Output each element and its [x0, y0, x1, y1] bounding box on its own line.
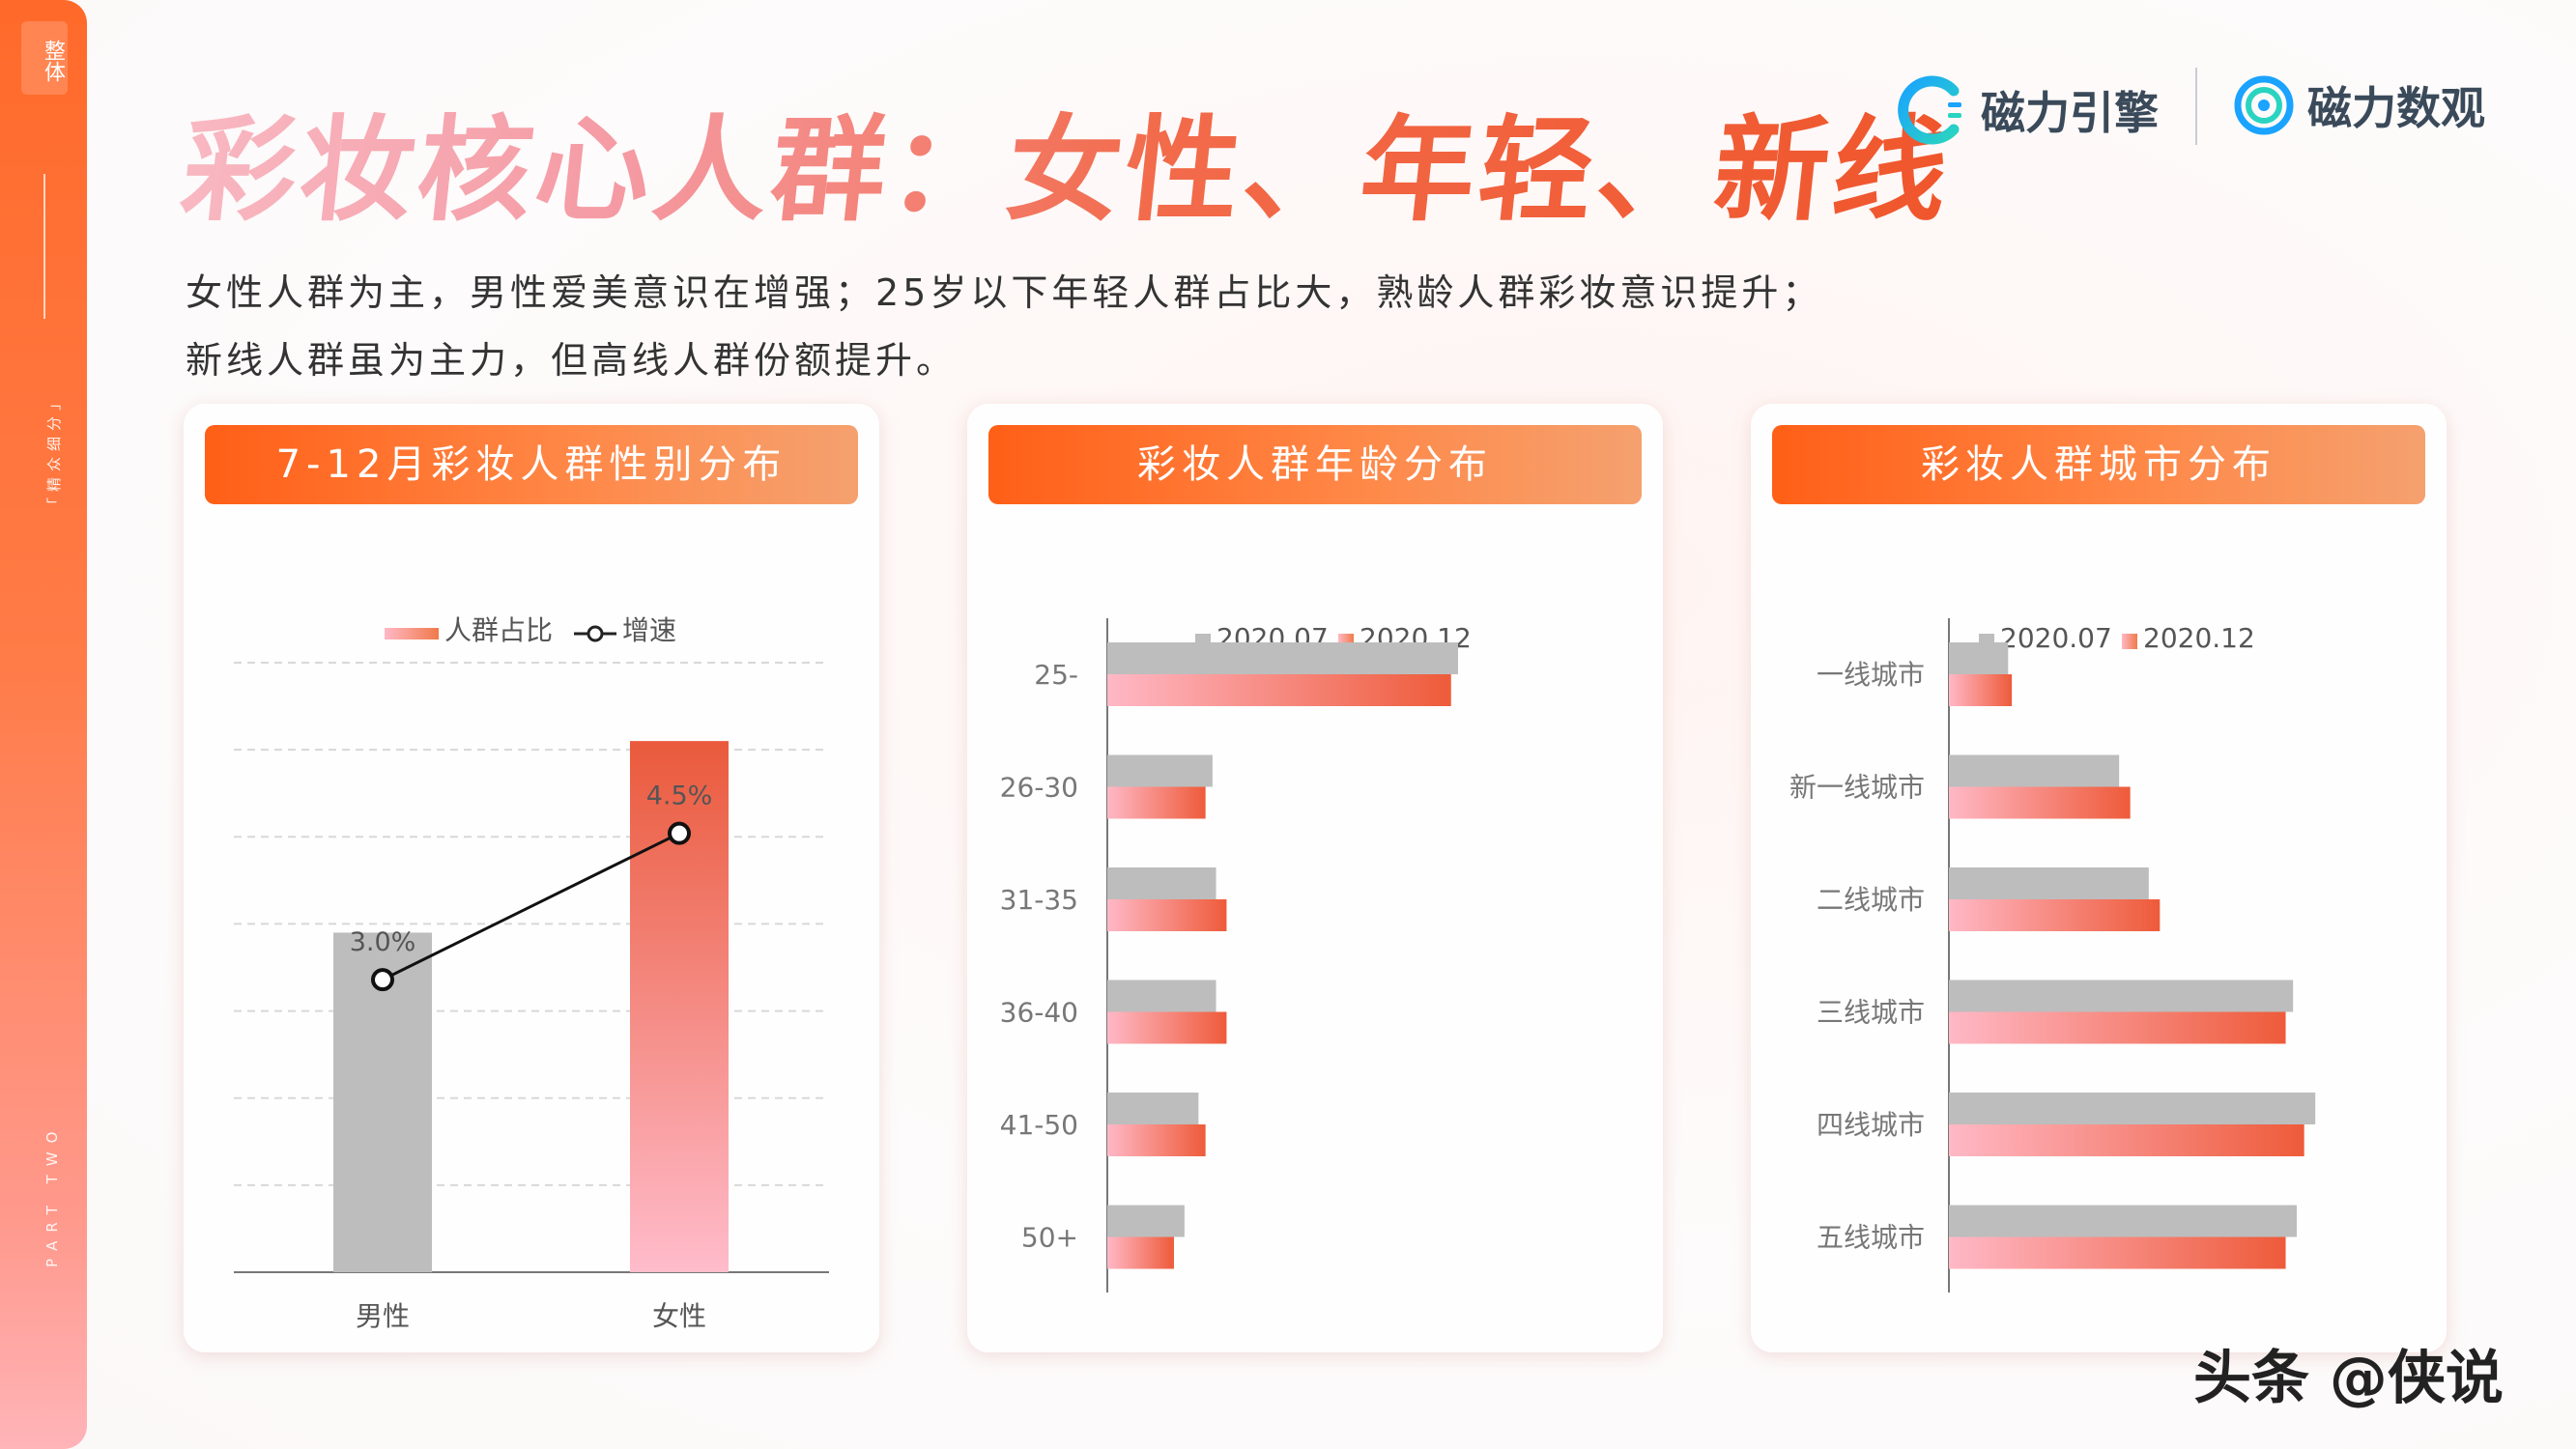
- bar-2020-12: [1107, 1124, 1206, 1156]
- growth-line: [382, 832, 680, 981]
- x-tick-label: 女性: [652, 1300, 706, 1332]
- bar-female: [630, 741, 729, 1272]
- y-tick-label: 31-35: [1000, 884, 1078, 916]
- bar-2020-12: [1949, 1124, 2304, 1156]
- sidebar-sub-label: 「精众细分」: [45, 389, 63, 512]
- magnet-data-icon: [2234, 75, 2294, 135]
- bar-2020-07: [1107, 980, 1216, 1012]
- growth-point: [371, 968, 394, 992]
- y-tick-label: 三线城市: [1817, 997, 1925, 1029]
- bar-2020-07: [1107, 1205, 1185, 1237]
- y-tick-label: 二线城市: [1817, 884, 1925, 916]
- bar-2020-12: [1949, 899, 2161, 931]
- bar-2020-07: [1107, 867, 1216, 899]
- legend-marker-growth: [587, 625, 604, 642]
- legend-label-growth: 增速: [622, 614, 676, 646]
- sidebar: 整体 「精众细分」 PART TWO: [0, 0, 87, 1449]
- bar-2020-07: [1949, 1093, 2316, 1124]
- bar-2020-07: [1107, 1093, 1199, 1124]
- brand2-name: 磁力数观: [2307, 82, 2485, 134]
- x-tick-label: 男性: [356, 1300, 410, 1332]
- sidebar-part-label: PART TWO: [43, 1122, 61, 1267]
- brand-logo-1: 磁力引擎: [1894, 73, 2159, 147]
- bar-2020-12: [1949, 674, 2013, 706]
- bar-2020-12: [1949, 1236, 2286, 1269]
- legend-swatch-2020-12: [2122, 634, 2137, 649]
- age-chart-title: 彩妆人群年龄分布: [988, 425, 1642, 504]
- legend-label-2020-12: 2020.12: [2143, 622, 2255, 654]
- bar-2020-07: [1949, 642, 2009, 674]
- bar-2020-07: [1949, 1205, 2298, 1237]
- bar-2020-07: [1949, 980, 2294, 1012]
- city-chart-title: 彩妆人群城市分布: [1772, 425, 2425, 504]
- bar-2020-12: [1949, 786, 2131, 819]
- sidebar-divider: [43, 174, 45, 319]
- bar-2020-07: [1107, 642, 1458, 674]
- bar-2020-07: [1949, 754, 2120, 787]
- growth-label: 3.0%: [350, 927, 416, 957]
- y-tick-label: 五线城市: [1817, 1222, 1925, 1254]
- watermark: 头条 @侠说: [2193, 1345, 2504, 1412]
- y-tick-label: 50+: [1021, 1222, 1078, 1254]
- bar-2020-12: [1107, 899, 1227, 931]
- subtitle-line-1: 女性人群为主，男性爱美意识在增强；25岁以下年轻人群占比大，熟龄人群彩妆意识提升…: [186, 271, 1823, 314]
- subtitle-line-2: 新线人群虽为主力，但高线人群份额提升。: [186, 339, 958, 382]
- growth-label: 4.5%: [646, 781, 713, 811]
- y-tick-label: 41-50: [1000, 1109, 1078, 1141]
- page-title: 彩妆核心人群：女性、年轻、新线: [175, 77, 1961, 242]
- bar-2020-07: [1107, 754, 1213, 787]
- bar-2020-12: [1949, 1011, 2286, 1044]
- legend-label-share: 人群占比: [444, 614, 553, 646]
- bar-2020-12: [1107, 1011, 1227, 1044]
- bar-2020-12: [1107, 674, 1451, 706]
- growth-point: [668, 821, 691, 845]
- y-tick-label: 36-40: [1000, 997, 1078, 1029]
- brand-logo-2: 磁力数观: [2232, 73, 2485, 137]
- y-tick-label: 26-30: [1000, 772, 1078, 804]
- legend-label-2020-07: 2020.07: [2000, 622, 2112, 654]
- y-tick-label: 一线城市: [1817, 659, 1925, 691]
- bar-2020-12: [1107, 1236, 1174, 1269]
- gender-chart-title: 7-12月彩妆人群性别分布: [205, 425, 858, 504]
- legend-swatch-share: [385, 628, 439, 639]
- y-tick-label: 25-: [1034, 659, 1078, 691]
- bar-2020-07: [1949, 867, 2149, 899]
- sidebar-section-label: 整体: [21, 21, 68, 95]
- logo-divider: [2195, 68, 2197, 145]
- brand1-name: 磁力引擎: [1981, 87, 2159, 139]
- y-tick-label: 四线城市: [1817, 1109, 1925, 1141]
- bar-2020-12: [1107, 786, 1206, 819]
- gender-chart-card: 7-12月彩妆人群性别分布 人群占比 增速男性 女性 3.0% 4.5%: [184, 404, 879, 1352]
- subtitle: 女性人群为主，男性爱美意识在增强；25岁以下年轻人群占比大，熟龄人群彩妆意识提升…: [186, 259, 1822, 394]
- city-chart-card: 彩妆人群城市分布 2020.07 2020.12 一线城市新一线城市二线城市三线城市…: [1751, 404, 2447, 1352]
- magnet-engine-icon: [1898, 75, 1961, 145]
- y-tick-label: 新一线城市: [1789, 772, 1925, 804]
- age-chart-card: 彩妆人群年龄分布 2020.07 2020.12 25- 26-30 31-35 36-4…: [967, 404, 1663, 1352]
